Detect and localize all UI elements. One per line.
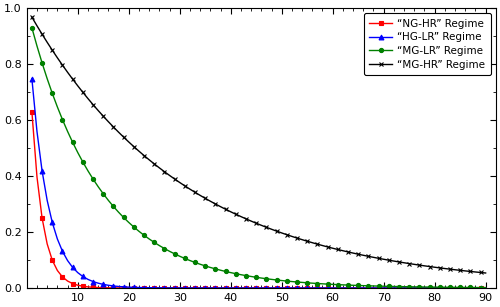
- “HG-LR” Regime: [406, 286, 412, 290]
- “HG-LR” Regime: [29, 77, 35, 80]
- “HG-LR” Regime: [345, 286, 351, 290]
- “MG-LR” Regime: [462, 286, 468, 289]
- “MG-LR” Regime: [29, 26, 35, 29]
- Line: “NG-HR” Regime: “NG-HR” Regime: [30, 109, 488, 290]
- “NG-HR” Regime: [406, 286, 412, 290]
- “MG-HR” Regime: [416, 263, 422, 267]
- “HG-LR” Regime: [416, 286, 422, 290]
- “NG-HR” Regime: [416, 286, 422, 290]
- “MG-LR” Regime: [482, 286, 488, 290]
- “MG-LR” Regime: [406, 285, 412, 289]
- “MG-HR” Regime: [345, 250, 351, 254]
- “NG-HR” Regime: [90, 286, 96, 289]
- “HG-LR” Regime: [462, 286, 468, 290]
- “MG-HR” Regime: [462, 269, 468, 273]
- “NG-HR” Regime: [345, 286, 351, 290]
- “MG-HR” Regime: [482, 271, 488, 275]
- “MG-LR” Regime: [90, 177, 96, 181]
- “MG-HR” Regime: [166, 173, 172, 177]
- “NG-HR” Regime: [462, 286, 468, 290]
- “HG-LR” Regime: [90, 280, 96, 283]
- “HG-LR” Regime: [482, 286, 488, 290]
- “HG-LR” Regime: [166, 286, 172, 290]
- “MG-LR” Regime: [345, 283, 351, 287]
- Legend: “NG-HR” Regime, “HG-LR” Regime, “MG-LR” Regime, “MG-HR” Regime: “NG-HR” Regime, “HG-LR” Regime, “MG-LR” …: [364, 14, 490, 75]
- “NG-HR” Regime: [482, 286, 488, 290]
- Line: “MG-HR” Regime: “MG-HR” Regime: [30, 15, 488, 275]
- “MG-LR” Regime: [166, 250, 172, 253]
- “MG-HR” Regime: [90, 103, 96, 107]
- Line: “MG-LR” Regime: “MG-LR” Regime: [30, 26, 488, 290]
- Line: “HG-LR” Regime: “HG-LR” Regime: [30, 76, 488, 290]
- “MG-HR” Regime: [406, 262, 412, 266]
- “MG-HR” Regime: [29, 15, 35, 19]
- “NG-HR” Regime: [29, 110, 35, 114]
- “NG-HR” Regime: [166, 286, 172, 290]
- “MG-LR” Regime: [416, 285, 422, 289]
